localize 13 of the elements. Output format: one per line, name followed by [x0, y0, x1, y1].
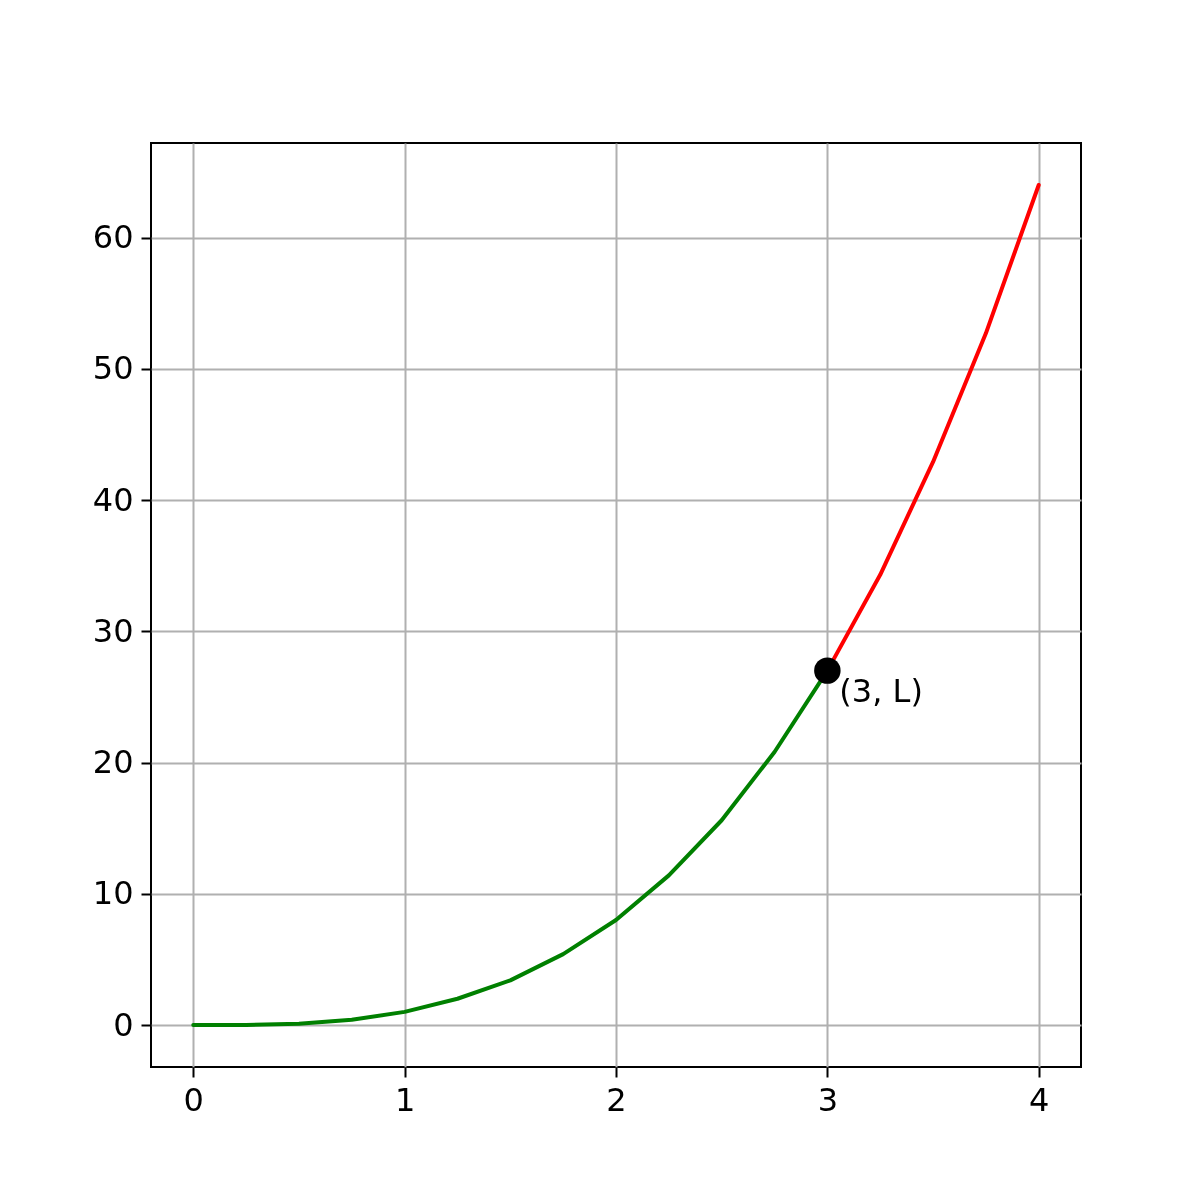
x-tick-label: 4 [1029, 1080, 1050, 1119]
y-tick-label: 60 [92, 218, 134, 256]
annotation: (3, L) [839, 671, 923, 710]
x-tick-label: 3 [817, 1080, 839, 1119]
y-tick-label: 30 [92, 611, 134, 650]
x-tick-label: 0 [183, 1080, 204, 1119]
y-tick-label: 50 [92, 349, 134, 388]
y-tick-label: 20 [92, 743, 134, 781]
y-tick-label: 40 [92, 480, 134, 519]
y-tick-label: 10 [92, 874, 134, 913]
y-tick-label: 0 [113, 1005, 134, 1044]
x-tick-label: 1 [394, 1080, 416, 1119]
x-tick-label: 2 [606, 1080, 627, 1119]
